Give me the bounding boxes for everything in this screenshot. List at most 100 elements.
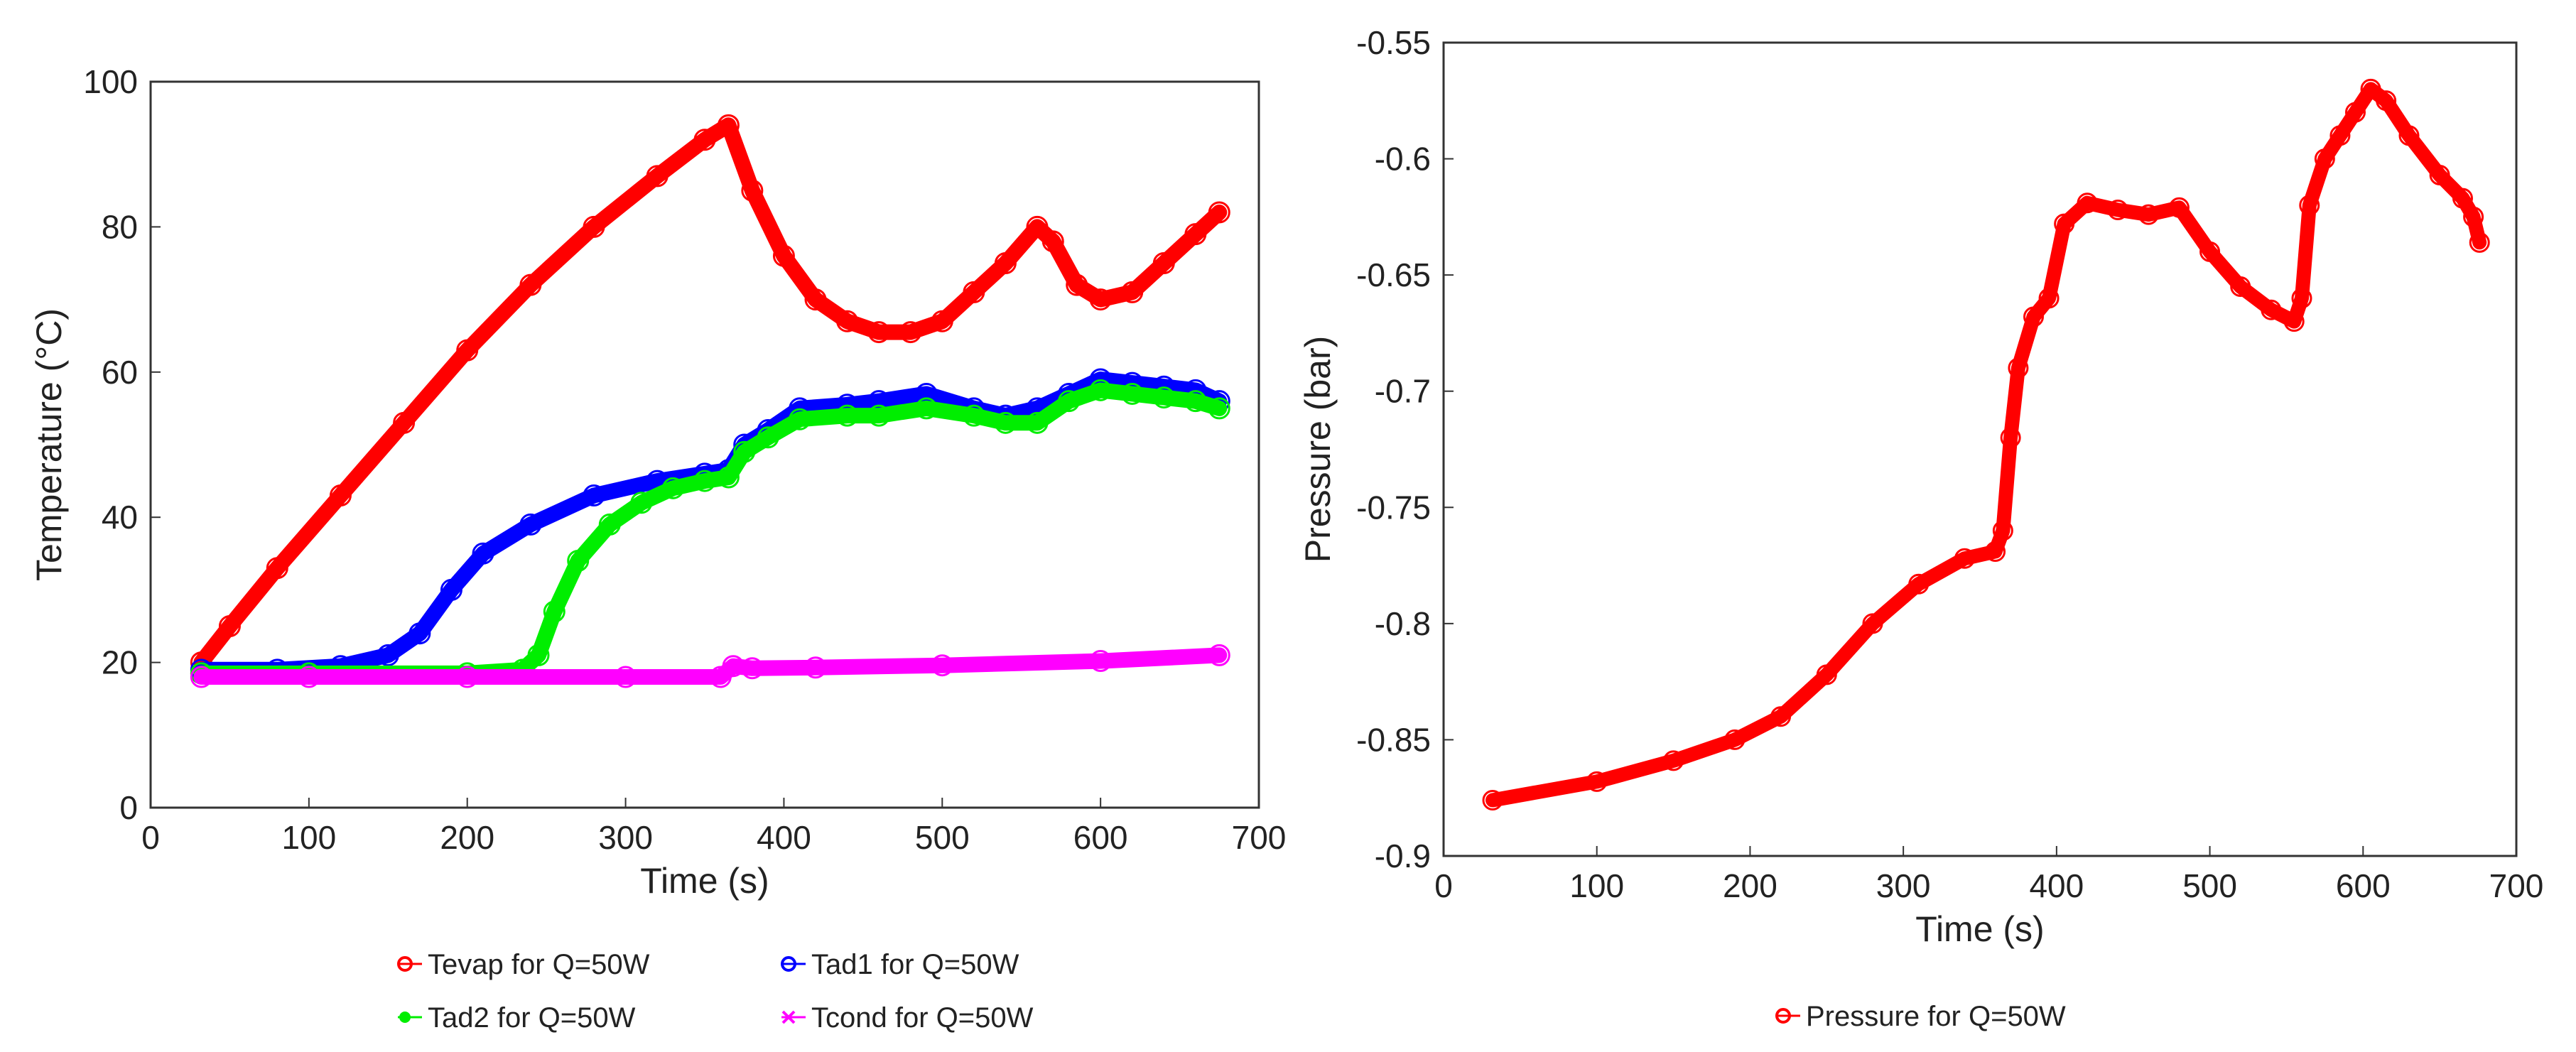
x-tick-label: 700 [1232, 819, 1287, 856]
data-point [709, 666, 732, 688]
data-point [2230, 276, 2251, 297]
data-point [994, 252, 1017, 274]
data-point [2376, 90, 2397, 112]
data-point [2261, 299, 2282, 320]
series-pressure-for-q-50w [1482, 78, 2490, 810]
y-tick-label: -0.65 [1356, 256, 1431, 293]
data-point [717, 114, 740, 136]
data-point [646, 165, 669, 188]
y-tick-label: 80 [102, 208, 138, 245]
data-point [2469, 232, 2490, 253]
y-tick-label: -0.6 [1375, 141, 1431, 178]
pressure-legend: Pressure for Q=50W [1775, 1001, 2066, 1032]
x-tick-label: 500 [2182, 867, 2237, 904]
temperature-x-ticks: 0 100 200 300 400 500 600 700 [141, 798, 1286, 856]
legend-label: Tevap for Q=50W [428, 949, 650, 980]
data-point [598, 513, 621, 536]
data-point [456, 666, 479, 688]
data-point [867, 321, 890, 344]
data-point [218, 615, 241, 637]
x-tick-label: 700 [2489, 867, 2544, 904]
data-point [583, 215, 605, 238]
data-point [804, 656, 827, 679]
data-point [804, 288, 827, 311]
data-point [1121, 382, 1144, 405]
data-point [1058, 390, 1081, 413]
data-point [1121, 281, 1144, 303]
data-point [440, 578, 462, 601]
series-line [193, 372, 1228, 678]
data-point [717, 466, 740, 489]
temperature-chart: 0 100 200 300 400 500 600 700 0 20 40 60 80 100 Time… [29, 63, 1286, 1034]
x-tick-label: 400 [757, 819, 811, 856]
x-tick-label: 100 [1569, 867, 1624, 904]
x-tick-label: 400 [2029, 867, 2084, 904]
data-point [1586, 771, 1608, 792]
data-point [543, 600, 565, 623]
data-point [1152, 386, 1175, 409]
legend-label: Tad2 for Q=50W [428, 1002, 636, 1034]
x-tick-label: 200 [440, 819, 494, 856]
temperature-y-axis-label: Temperature (°C) [29, 308, 69, 581]
x-tick-label: 300 [1876, 867, 1931, 904]
data-point [1026, 411, 1049, 434]
data-point [2038, 288, 2060, 309]
legend-item: Pressure for Q=50W [1775, 1001, 2066, 1032]
data-point [1770, 706, 1792, 727]
y-tick-label: 20 [102, 644, 138, 681]
data-point [836, 404, 859, 427]
data-point [1208, 201, 1230, 224]
data-point [1184, 390, 1207, 413]
data-point [1724, 729, 1746, 750]
legend-label: Tcond for Q=50W [811, 1002, 1034, 1034]
data-point [1816, 664, 1837, 685]
data-point [2329, 125, 2351, 146]
y-tick-label: -0.9 [1375, 837, 1431, 874]
series-line [193, 382, 1228, 681]
data-point [741, 657, 764, 680]
data-point [615, 666, 637, 688]
data-point [836, 310, 859, 332]
legend-marker [397, 956, 413, 972]
data-point [2077, 192, 2098, 214]
legend-marker [781, 1010, 796, 1024]
data-point [1985, 541, 2006, 562]
legend-label: Tad1 for Q=50W [811, 949, 1019, 980]
data-point [567, 550, 590, 573]
pressure-plot-frame [1442, 41, 2518, 857]
data-point [867, 404, 890, 427]
legend-marker [399, 1012, 411, 1023]
data-point [298, 666, 320, 688]
x-tick-label: 300 [598, 819, 653, 856]
data-point [2463, 206, 2484, 227]
y-tick-label: 0 [119, 789, 138, 826]
data-point [931, 654, 953, 677]
data-point [899, 321, 922, 344]
y-tick-label: -0.85 [1356, 721, 1431, 758]
series-tcond-for-q-50w [190, 644, 1230, 688]
y-tick-label: -0.7 [1375, 373, 1431, 410]
data-point [583, 484, 605, 507]
data-point [1663, 750, 1684, 771]
y-tick-label: -0.75 [1356, 489, 1431, 526]
y-tick-label: -0.8 [1375, 605, 1431, 642]
data-point [472, 542, 494, 565]
data-point [1152, 252, 1175, 274]
data-point [963, 404, 985, 427]
series-tevap-for-q-50w [190, 114, 1230, 674]
legend-item: Tevap for Q=50W [397, 949, 650, 980]
series-line [193, 647, 1228, 685]
x-tick-label: 600 [2336, 867, 2391, 904]
x-tick-label: 200 [1723, 867, 1777, 904]
y-tick-label: -0.55 [1356, 24, 1431, 61]
x-tick-label: 0 [1434, 867, 1453, 904]
legend-item: Tcond for Q=50W [781, 1002, 1034, 1034]
y-tick-label: 100 [83, 63, 138, 100]
data-point [2314, 148, 2335, 170]
data-point [2168, 197, 2190, 218]
x-tick-label: 0 [141, 819, 160, 856]
data-point [1208, 397, 1230, 420]
pressure-series-group [1482, 78, 2490, 810]
data-point [772, 244, 795, 267]
